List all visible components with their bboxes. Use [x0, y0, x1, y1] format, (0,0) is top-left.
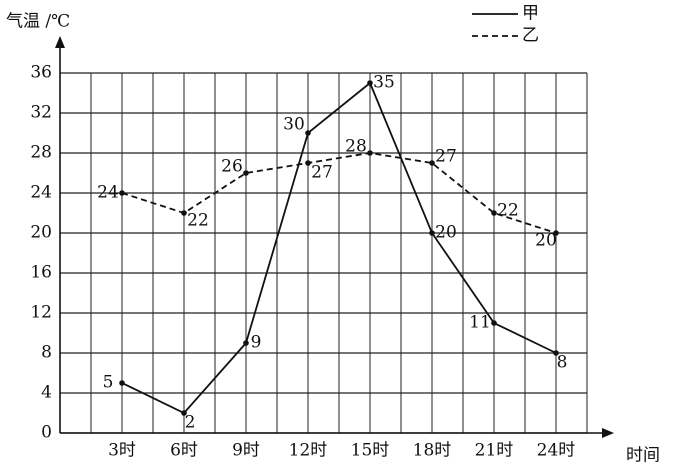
y-tick-label: 28 [30, 143, 52, 163]
series-line [121, 152, 557, 234]
data-point [181, 410, 187, 416]
data-label: 8 [557, 353, 568, 373]
y-tick-label: 4 [41, 383, 52, 403]
data-label: 27 [311, 163, 333, 183]
x-tick-label: 21时 [475, 441, 514, 461]
x-axis-label: 时间 [626, 446, 660, 466]
legend-label: 乙 [522, 26, 539, 46]
data-label: 20 [535, 231, 557, 251]
data-label: 24 [97, 183, 119, 203]
data-label: 30 [283, 115, 305, 135]
data-point [181, 210, 187, 216]
y-tick-label: 36 [30, 63, 52, 83]
y-arrow [55, 36, 65, 48]
y-tick-label: 0 [41, 423, 52, 443]
y-tick-label: 20 [30, 223, 52, 243]
data-point [119, 380, 125, 386]
y-tick-label: 24 [30, 183, 52, 203]
y-tick-label: 12 [30, 303, 52, 323]
x-tick-label: 6时 [170, 441, 198, 461]
x-tick-label: 15时 [351, 441, 390, 461]
data-label: 11 [469, 313, 491, 333]
data-point [429, 160, 435, 166]
x-tick-label: 24时 [537, 441, 576, 461]
x-tick-label: 3时 [108, 441, 136, 461]
y-tick-label: 32 [30, 103, 52, 123]
data-point [553, 350, 559, 356]
data-point [243, 170, 249, 176]
x-tick-label: 18时 [413, 441, 452, 461]
y-tick-label: 8 [41, 343, 52, 363]
y-axis-label: 气温 /℃ [6, 12, 70, 32]
data-point [119, 190, 125, 196]
data-point [491, 210, 497, 216]
data-point [429, 230, 435, 236]
data-label: 20 [435, 223, 457, 243]
data-label: 26 [221, 157, 243, 177]
data-label: 9 [251, 333, 262, 353]
data-label: 2 [185, 413, 196, 433]
x-tick-label: 9时 [232, 441, 260, 461]
series-line [121, 81, 557, 415]
data-point [367, 150, 373, 156]
data-point [367, 80, 373, 86]
data-label: 5 [103, 373, 114, 393]
data-label: 27 [435, 147, 457, 167]
y-tick-label: 16 [30, 263, 52, 283]
data-point [243, 340, 249, 346]
data-point [305, 130, 311, 136]
data-label: 35 [373, 73, 395, 93]
x-tick-label: 12时 [289, 441, 328, 461]
data-label: 28 [345, 137, 367, 157]
data-point [491, 320, 497, 326]
data-label: 22 [187, 211, 209, 231]
data-label: 22 [497, 201, 519, 221]
x-arrow [602, 428, 614, 438]
legend-label: 甲 [522, 4, 539, 24]
data-point [553, 230, 559, 236]
data-point [305, 160, 311, 166]
